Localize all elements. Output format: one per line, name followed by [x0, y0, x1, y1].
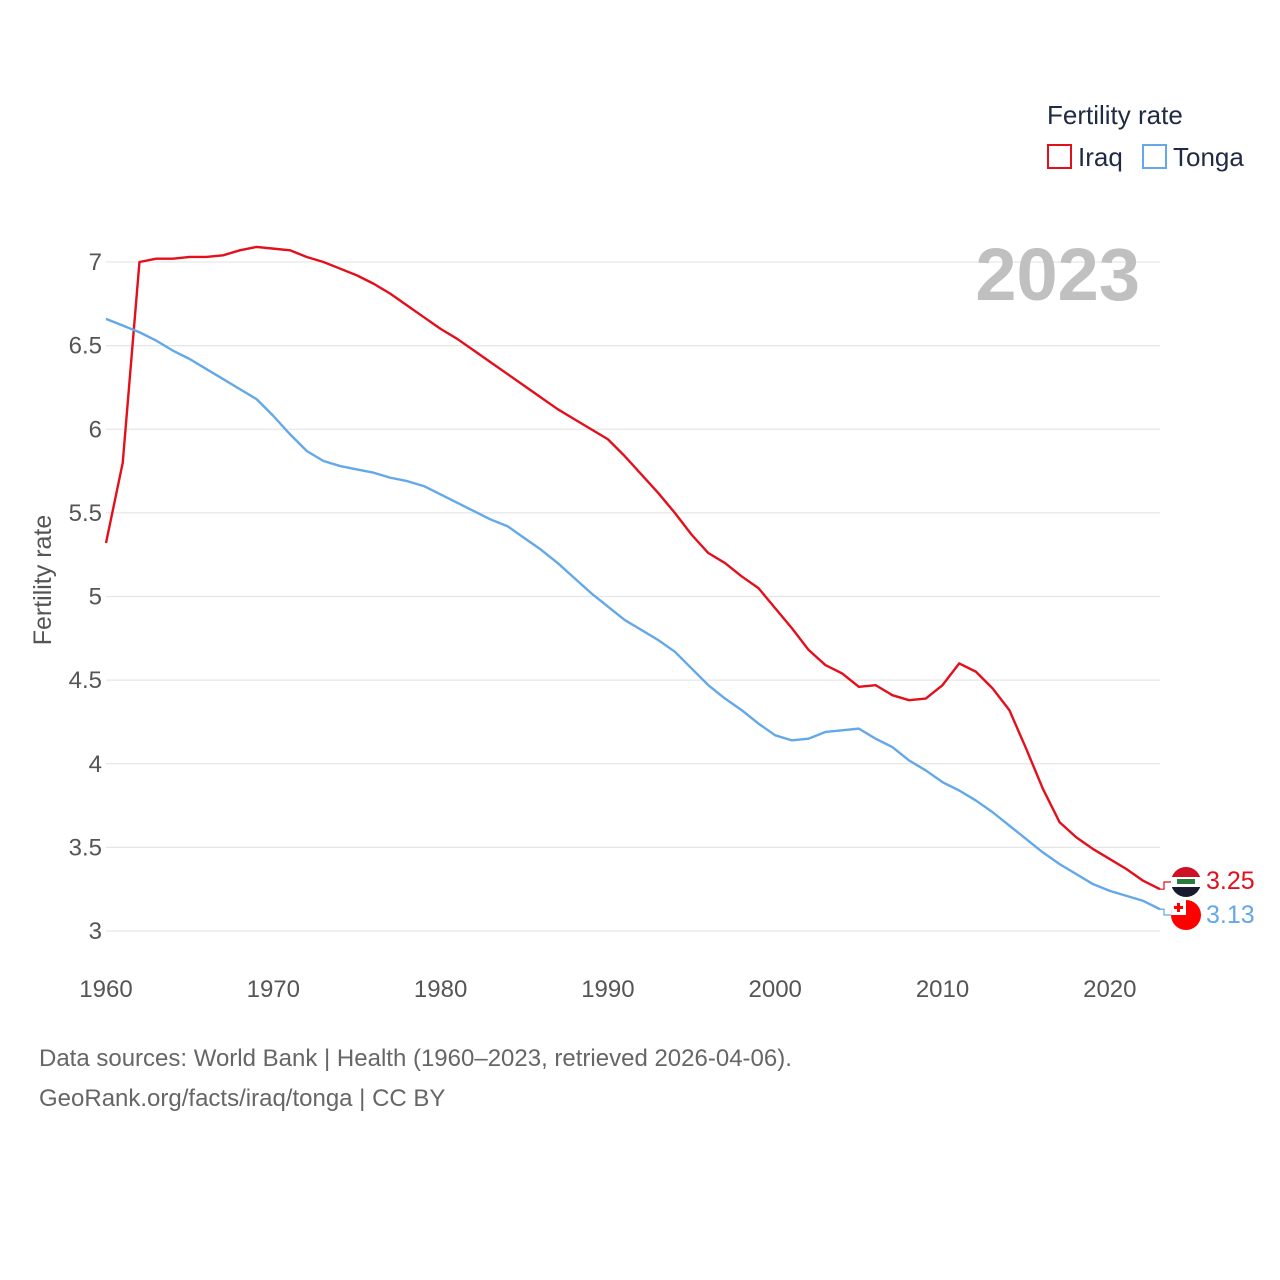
- year-label: 2023: [975, 233, 1140, 316]
- footer-source: Data sources: World Bank | Health (1960–…: [39, 1045, 792, 1072]
- y-tick-label: 4.5: [69, 667, 102, 694]
- legend-swatch-tonga: [1142, 144, 1167, 169]
- end-connector-tonga: [1160, 908, 1171, 916]
- legend-item-iraq[interactable]: Iraq: [1047, 142, 1123, 172]
- x-tick-label: 1960: [79, 976, 132, 1003]
- x-tick-label: 1980: [414, 976, 467, 1003]
- grid-lines: [106, 261, 1160, 932]
- y-tick-label: 3.5: [69, 834, 102, 861]
- end-connector-iraq: [1160, 881, 1171, 890]
- legend-item-tonga[interactable]: Tonga: [1142, 142, 1244, 172]
- y-tick-label: 6: [89, 416, 102, 443]
- y-axis-ticks: 3 3.5 4 4.5 5 5.5 6 6.5 7: [69, 249, 102, 945]
- legend[interactable]: Fertility rate Iraq Tonga: [1047, 100, 1244, 172]
- x-tick-label: 2000: [749, 976, 802, 1003]
- series-line-tonga: [105, 317, 1161, 911]
- legend-swatch-iraq: [1047, 144, 1072, 169]
- tonga-flag-icon: [1171, 900, 1201, 930]
- x-tick-label: 2020: [1083, 976, 1136, 1003]
- y-tick-label: 4: [89, 751, 102, 778]
- x-axis-ticks: 1960 1970 1980 1990 2000 2010 2020: [79, 976, 1136, 1003]
- end-label-iraq: 3.25: [1206, 867, 1255, 895]
- legend-title: Fertility rate: [1047, 100, 1183, 130]
- legend-label-tonga: Tonga: [1173, 142, 1244, 172]
- iraq-flag-icon: [1171, 867, 1201, 897]
- x-tick-label: 1970: [247, 976, 300, 1003]
- series-line-iraq: [104, 245, 1161, 891]
- x-tick-label: 1990: [581, 976, 634, 1003]
- end-label-tonga: 3.13: [1206, 901, 1255, 929]
- y-tick-label: 6.5: [69, 333, 102, 360]
- y-tick-label: 5: [89, 584, 102, 611]
- end-markers: 3.25 3.13: [1171, 867, 1255, 930]
- y-axis-title: Fertility rate: [29, 515, 57, 646]
- y-tick-label: 7: [89, 249, 102, 276]
- legend-label-iraq: Iraq: [1078, 142, 1123, 172]
- footer-link[interactable]: GeoRank.org/facts/iraq/tonga | CC BY: [39, 1085, 446, 1112]
- y-tick-label: 5.5: [69, 500, 102, 527]
- x-tick-label: 2010: [916, 976, 969, 1003]
- y-tick-label: 3: [89, 918, 102, 945]
- series-lines: [104, 245, 1171, 916]
